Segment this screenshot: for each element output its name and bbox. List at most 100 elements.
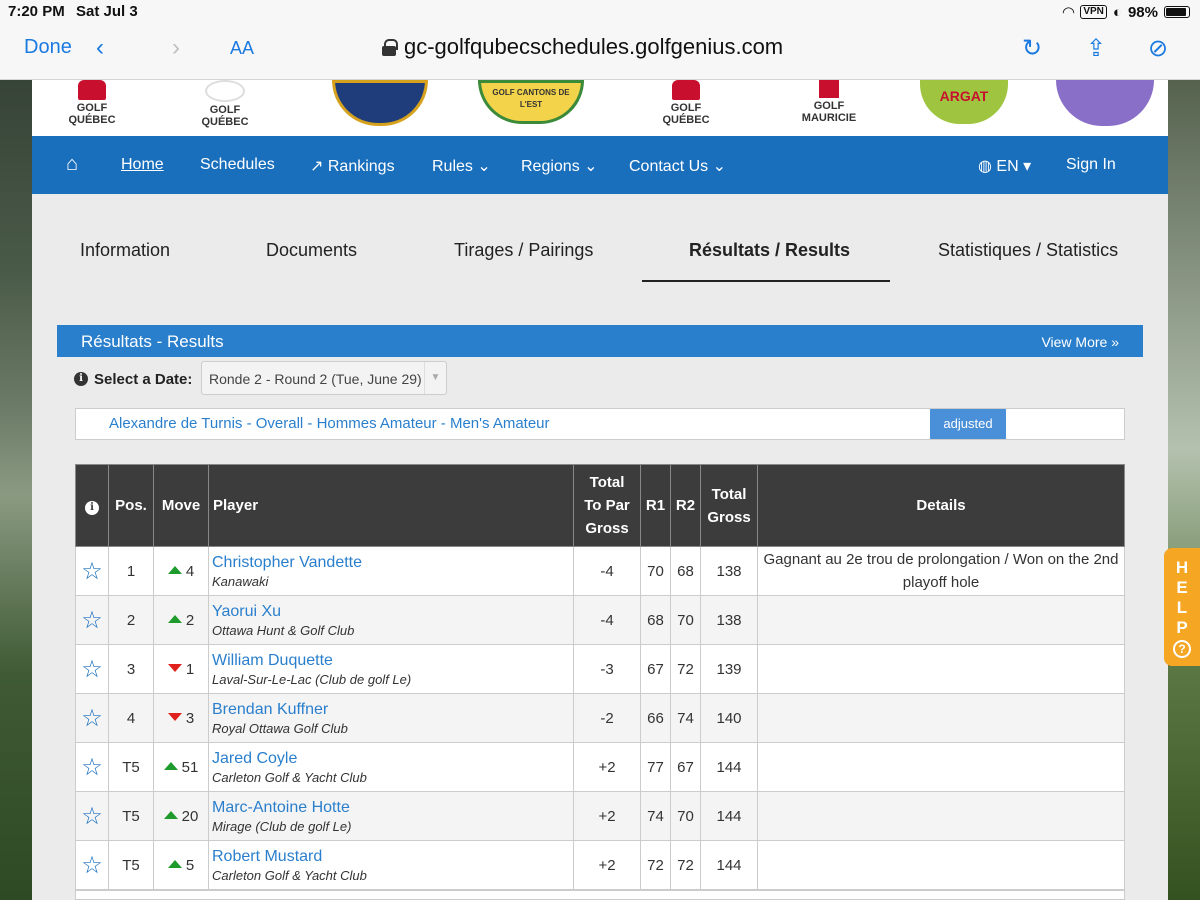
player-club: Ottawa Hunt & Golf Club (212, 622, 355, 638)
share-icon[interactable]: ⇪ (1086, 35, 1107, 62)
total-gross-cell: 138 (700, 595, 758, 645)
details-cell: Gagnant au 2e trou de prolongation / Won… (757, 546, 1125, 596)
adjusted-button[interactable]: adjusted (930, 409, 1006, 439)
player-name-link[interactable]: Robert Mustard (212, 847, 323, 865)
to-par-cell: +2 (573, 840, 641, 890)
table-row[interactable]: ☆ T5 20 Marc-Antoine Hotte Mirage (Club de g… (75, 791, 1125, 841)
total-gross-cell: 140 (700, 693, 758, 743)
star-icon[interactable]: ☆ (81, 753, 103, 781)
r1-cell: 66 (640, 693, 671, 743)
reload-icon[interactable]: ↻ (1022, 35, 1043, 62)
logo-golf-quebec-2[interactable]: GOLF QUÉBEC (190, 80, 260, 130)
favorite-cell: ☆ (75, 595, 109, 645)
total-gross-cell: 139 (700, 644, 758, 694)
vpn-badge: VPN (1080, 5, 1107, 19)
table-row[interactable]: ☆ 2 2 Yaorui Xu Ottawa Hunt & Golf Club -4 68 7… (75, 595, 1125, 645)
globe-icon: ◍ (978, 158, 997, 175)
caret-down-icon: ▼ (424, 362, 446, 394)
chevron-down-icon: ⌄ (584, 158, 598, 175)
back-icon[interactable]: ‹ (96, 34, 104, 61)
player-name-link[interactable]: Christopher Vandette (212, 553, 363, 571)
header-total-gross[interactable]: Total Gross (700, 464, 758, 547)
to-par-cell: -2 (573, 693, 641, 743)
player-name-link[interactable]: Brendan Kuffner (212, 700, 329, 718)
player-club: Mirage (Club de golf Le) (212, 818, 352, 834)
star-icon[interactable]: ☆ (81, 557, 103, 585)
nav-schedules[interactable]: Schedules (200, 156, 275, 173)
table-row[interactable]: ☆ 3 1 William Duquette Laval-Sur-Le-Lac (Clu… (75, 644, 1125, 694)
position-cell: T5 (108, 840, 154, 890)
logo-golf-quebec-3[interactable]: GOLF QUÉBEC (656, 80, 716, 130)
player-name-link[interactable]: Yaorui Xu (212, 602, 282, 620)
forward-icon[interactable]: › (172, 34, 180, 61)
to-par-cell: +2 (573, 742, 641, 792)
page-content: GOLF QUÉBEC GOLF QUÉBEC GOLF CANTONS DE … (32, 80, 1168, 900)
header-pos[interactable]: Pos. (108, 464, 154, 547)
nav-home[interactable]: Home (121, 156, 164, 173)
crest-mark (332, 80, 428, 126)
star-icon[interactable]: ☆ (81, 704, 103, 732)
nav-rankings[interactable]: ↗ Rankings (310, 158, 395, 175)
logo-golf-quebec[interactable]: GOLF QUÉBEC (62, 80, 122, 130)
home-icon[interactable]: ⌂ (66, 153, 79, 175)
caret-down-icon: ▾ (1023, 158, 1032, 175)
star-icon[interactable]: ☆ (81, 655, 103, 683)
logo-golf-cantons[interactable]: GOLF CANTONS DE L'EST (478, 80, 584, 130)
table-row[interactable]: ☆ T5 51 Jared Coyle Carleton Golf & Yacht Cl… (75, 742, 1125, 792)
lock-icon (382, 39, 398, 56)
logo-argat[interactable]: ARGAT (920, 80, 1008, 130)
nav-regions[interactable]: Regions ⌄ (521, 158, 598, 175)
logo-golf-ball[interactable] (1056, 80, 1154, 130)
golf-quebec-mark-2 (672, 80, 700, 100)
view-more-link[interactable]: View More » (1041, 334, 1119, 350)
player-cell: William Duquette Laval-Sur-Le-Lac (Club d… (208, 644, 574, 694)
header-r1[interactable]: R1 (640, 464, 671, 547)
star-icon[interactable]: ☆ (81, 606, 103, 634)
star-icon[interactable]: ☆ (81, 851, 103, 879)
status-date: Sat Jul 3 (76, 3, 138, 20)
table-row[interactable]: ☆ T5 5 Robert Mustard Carleton Golf & Yacht … (75, 840, 1125, 890)
header-to-par[interactable]: Total To Par Gross (573, 464, 641, 547)
header-player[interactable]: Player (208, 464, 574, 547)
r2-cell: 68 (670, 546, 701, 596)
tab-documents[interactable]: Documents (266, 240, 358, 260)
move-cell: 2 (153, 595, 209, 645)
language-selector[interactable]: ◍ EN ▾ (978, 158, 1032, 175)
r1-cell: 70 (640, 546, 671, 596)
done-button[interactable]: Done (24, 36, 72, 58)
header-details: Details (757, 464, 1125, 547)
tab-results[interactable]: Résultats / Results (689, 240, 851, 260)
address-bar[interactable]: gc-golfqubecschedules.golfgenius.com (382, 34, 783, 60)
position-cell: 1 (108, 546, 154, 596)
nav-sign-in[interactable]: Sign In (1066, 156, 1116, 173)
header-move[interactable]: Move (153, 464, 209, 547)
to-par-cell: -4 (573, 595, 641, 645)
position-cell: 2 (108, 595, 154, 645)
player-cell: Robert Mustard Carleton Golf & Yacht Club (208, 840, 574, 890)
to-par-cell: -3 (573, 644, 641, 694)
nav-rules[interactable]: Rules ⌄ (432, 158, 491, 175)
position-cell: 4 (108, 693, 154, 743)
results-table: i Pos. Move Player Total To Par Gross R1 R… (75, 464, 1125, 890)
details-cell (757, 595, 1125, 645)
star-icon[interactable]: ☆ (81, 802, 103, 830)
tab-pairings[interactable]: Tirages / Pairings (454, 240, 594, 260)
r1-cell: 72 (640, 840, 671, 890)
player-name-link[interactable]: William Duquette (212, 651, 333, 669)
nav-contact[interactable]: Contact Us ⌄ (629, 158, 726, 175)
help-tab[interactable]: H E L P ? (1164, 548, 1200, 666)
tab-statistics[interactable]: Statistiques / Statistics (938, 240, 1119, 260)
tab-information[interactable]: Information (80, 240, 171, 260)
header-r2[interactable]: R2 (670, 464, 701, 547)
text-size-button[interactable]: AA (230, 38, 255, 58)
table-row[interactable]: ☆ 1 4 Christopher Vandette Kanawaki -4 70 68 138… (75, 546, 1125, 596)
golf-quebec-mark (78, 80, 106, 100)
logo-crest[interactable] (332, 80, 428, 130)
date-select[interactable]: Ronde 2 - Round 2 (Tue, June 29) ▼ (201, 361, 447, 395)
compass-icon[interactable]: ⊘ (1148, 35, 1169, 62)
player-name-link[interactable]: Jared Coyle (212, 749, 298, 767)
table-row[interactable]: ☆ 4 3 Brendan Kuffner Royal Ottawa Golf Club… (75, 693, 1125, 743)
logo-golf-mauricie[interactable]: GOLF MAURICIE (794, 80, 864, 130)
player-name-link[interactable]: Marc-Antoine Hotte (212, 798, 350, 816)
division-link[interactable]: Alexandre de Turnis - Overall - Hommes A… (109, 415, 550, 432)
